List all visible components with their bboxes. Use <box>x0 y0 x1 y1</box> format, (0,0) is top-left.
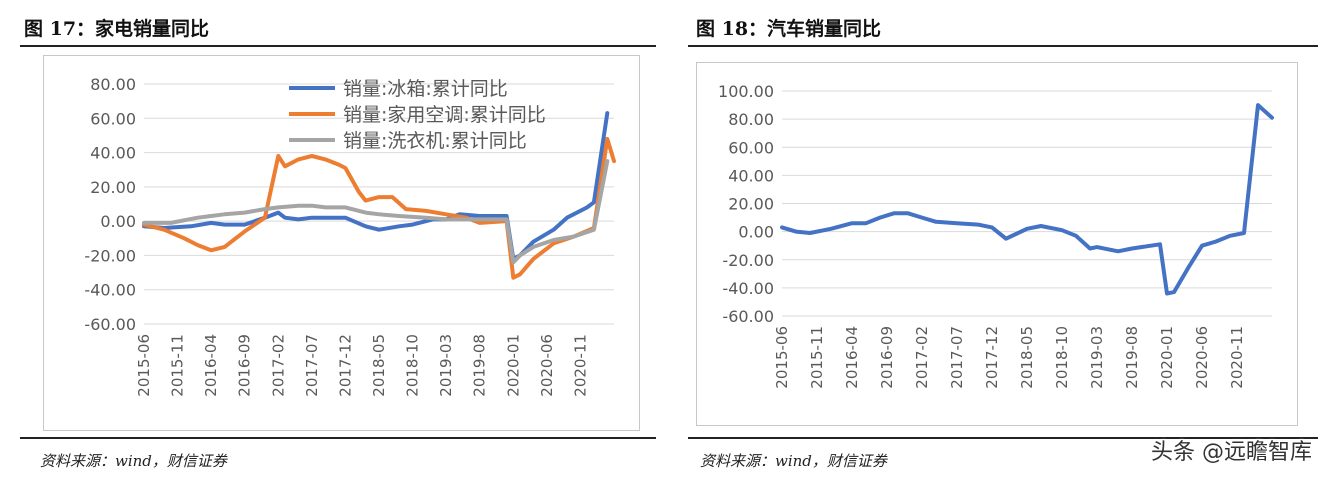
x-tick-label: 2017-07 <box>303 334 321 397</box>
y-tick-label: 0.00 <box>100 212 136 231</box>
title-rule <box>688 45 1318 47</box>
source-note: 资料来源：wind，财信证券 <box>40 452 227 470</box>
legend-label: 销量:家用空调:累计同比 <box>343 104 546 126</box>
x-tick-label: 2016-04 <box>202 334 220 397</box>
source-note: 资料来源：wind，财信证券 <box>700 452 887 470</box>
appliance-sales-chart: 80.00 60.00 40.00 20.00 0.00 -20.00 -40.00 -60.… <box>43 55 640 431</box>
footer-rule <box>20 437 656 439</box>
legend-label: 销量:冰箱:累计同比 <box>343 78 508 100</box>
x-tick-label: 2020-11 <box>1228 326 1246 389</box>
x-tick-label: 2018-10 <box>404 334 422 397</box>
x-tick-label: 2020-06 <box>538 334 556 397</box>
figure-title: 图 17：家电销量同比 <box>24 18 210 40</box>
x-tick-label: 2019-03 <box>1088 326 1106 389</box>
chart-svg: 80.00 60.00 40.00 20.00 0.00 -20.00 -40.00 -60.… <box>84 75 616 397</box>
title-rule <box>20 45 656 47</box>
x-tick-label: 2017-12 <box>983 326 1001 389</box>
y-tick-label: 80.00 <box>90 75 136 94</box>
y-tick-label: 40.00 <box>728 166 774 185</box>
y-tick-label: -40.00 <box>84 281 136 300</box>
x-tick-label: 2020-06 <box>1193 326 1211 389</box>
x-tick-label: 2020-01 <box>504 334 522 397</box>
left-panel: 图 17：家电销量同比 80.00 60.00 40.00 20.00 0.00 -20.… <box>20 18 656 470</box>
legend-label: 销量:洗衣机:累计同比 <box>343 130 527 152</box>
x-tick-label: 2018-05 <box>370 334 388 397</box>
x-tick-label: 2017-02 <box>269 334 287 397</box>
y-tick-label: -20.00 <box>722 251 774 270</box>
series-line-3 <box>142 159 610 265</box>
y-tick-label: -40.00 <box>722 279 774 298</box>
y-tick-label: -20.00 <box>84 246 136 265</box>
x-tick-label: 2019-03 <box>437 334 455 397</box>
auto-sales-chart: 100.00 80.00 60.00 40.00 20.00 0.00 -20.00 -40.… <box>696 62 1298 426</box>
y-tick-label: 80.00 <box>728 110 774 129</box>
y-tick-label: 60.00 <box>728 138 774 157</box>
x-tick-label: 2020-01 <box>1158 326 1176 389</box>
x-tick-label: 2017-07 <box>948 326 966 389</box>
y-tick-label: 20.00 <box>728 195 774 214</box>
y-tick-label: 20.00 <box>90 178 136 197</box>
x-tick-label: 2019-08 <box>471 334 489 397</box>
x-tick-label: 2020-11 <box>571 334 589 397</box>
right-panel: 图 18：汽车销量同比 100.00 80.00 60.00 40.00 20.00 0.… <box>680 0 1330 480</box>
series-line-1 <box>142 111 610 261</box>
y-tick-label: -60.00 <box>722 307 774 326</box>
x-tick-label: 2015-11 <box>808 326 826 389</box>
x-tick-label: 2016-09 <box>878 326 896 389</box>
x-tick-label: 2015-06 <box>773 326 791 389</box>
y-tick-label: 60.00 <box>90 109 136 128</box>
series-line-1 <box>780 103 1274 296</box>
watermark-text: 头条 @远瞻智库 <box>1151 440 1312 465</box>
y-tick-label: 40.00 <box>90 144 136 163</box>
x-tick-label: 2016-09 <box>236 334 254 397</box>
x-tick-label: 2019-08 <box>1123 326 1141 389</box>
y-tick-label: -60.00 <box>84 315 136 334</box>
x-tick-label: 2016-04 <box>843 326 861 389</box>
y-tick-label: 100.00 <box>718 82 774 101</box>
series-line-2 <box>142 136 616 280</box>
footer-rule <box>688 437 1318 439</box>
chart-svg: 100.00 80.00 60.00 40.00 20.00 0.00 -20.00 -40.… <box>718 82 1274 389</box>
figure-title: 图 18：汽车销量同比 <box>696 18 882 40</box>
x-tick-label: 2015-06 <box>135 334 153 397</box>
x-tick-label: 2018-05 <box>1018 326 1036 389</box>
x-tick-label: 2017-12 <box>336 334 354 397</box>
x-tick-label: 2015-11 <box>169 334 187 397</box>
x-tick-label: 2018-10 <box>1053 326 1071 389</box>
x-tick-label: 2017-02 <box>913 326 931 389</box>
y-tick-label: 0.00 <box>738 223 774 242</box>
